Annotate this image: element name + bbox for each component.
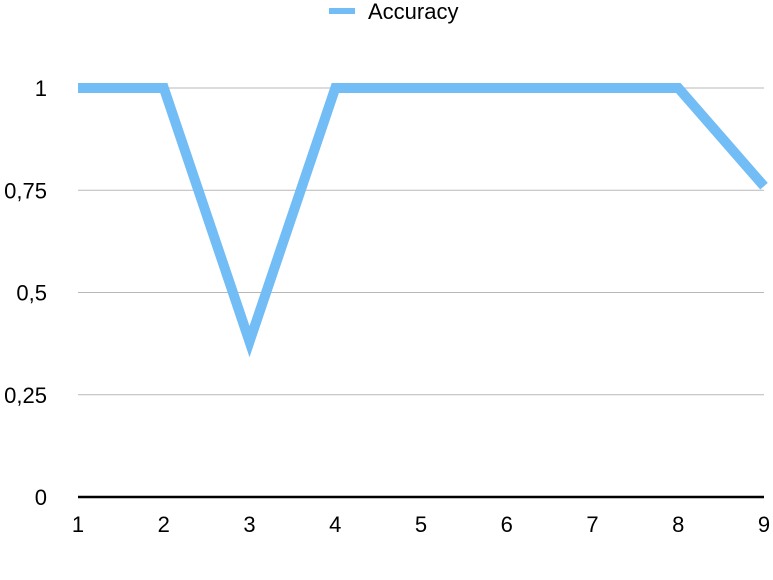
y-tick-label: 0,5 — [16, 281, 47, 306]
y-tick-label: 0,25 — [4, 383, 47, 408]
y-tick-label: 1 — [35, 76, 47, 101]
x-tick-label: 6 — [501, 512, 513, 537]
y-tick-label: 0,75 — [4, 178, 47, 203]
x-tick-label: 8 — [672, 512, 684, 537]
legend: Accuracy — [329, 0, 458, 24]
x-tick-label: 9 — [758, 512, 770, 537]
legend-label-accuracy: Accuracy — [368, 0, 458, 24]
series-line-accuracy — [78, 83, 768, 358]
x-tick-label: 7 — [586, 512, 598, 537]
x-tick-label: 3 — [243, 512, 255, 537]
x-tick-label: 4 — [329, 512, 341, 537]
x-tick-label: 5 — [415, 512, 427, 537]
series-group — [78, 83, 768, 358]
y-axis-tick-labels: 0 0,25 0,5 0,75 1 — [4, 76, 47, 510]
x-axis-tick-labels: 1 2 3 4 5 6 7 8 9 — [72, 512, 770, 537]
x-tick-label: 2 — [158, 512, 170, 537]
x-tick-label: 1 — [72, 512, 84, 537]
y-tick-label: 0 — [35, 485, 47, 510]
